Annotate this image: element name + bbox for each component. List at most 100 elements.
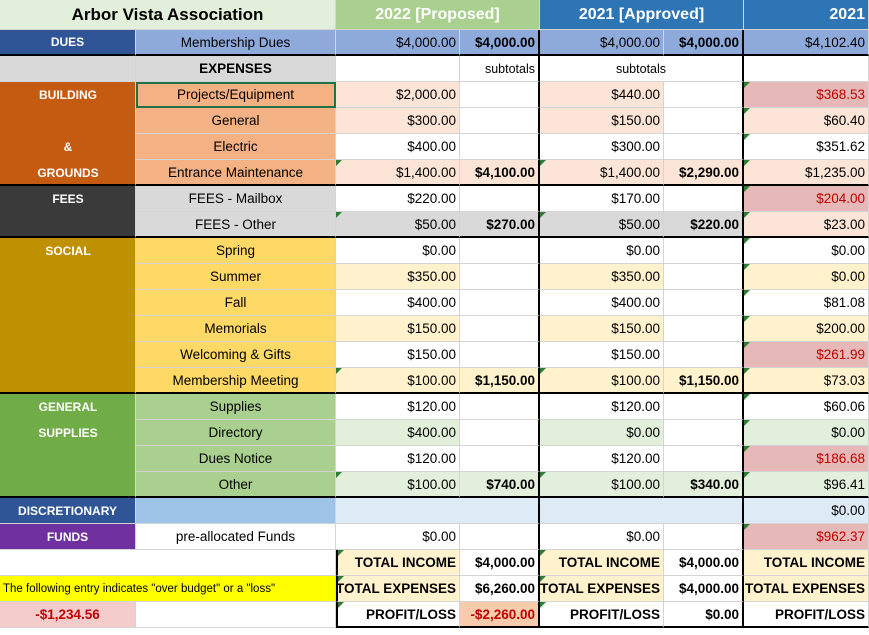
row-value-2021-actual[interactable]: $351.62 xyxy=(744,134,869,160)
total-value-2021[interactable]: $0.00 xyxy=(664,602,744,628)
cell[interactable] xyxy=(0,550,336,576)
row-subtotal-2022[interactable] xyxy=(460,264,540,290)
row-value-2022[interactable]: $300.00 xyxy=(336,108,460,134)
row-subtotal-2022[interactable]: $1,150.00 xyxy=(460,368,540,394)
row-subtotal-2022[interactable] xyxy=(460,238,540,264)
row-value-2021[interactable]: $150.00 xyxy=(540,342,664,368)
row-subtotal-2022[interactable] xyxy=(460,342,540,368)
row-subtotal-2021[interactable] xyxy=(664,446,744,472)
row-item-label[interactable]: Welcoming & Gifts xyxy=(136,342,336,368)
dues-2021-actual[interactable]: $4,102.40 xyxy=(744,30,869,56)
category-funds[interactable]: FUNDS xyxy=(0,524,136,550)
cell[interactable] xyxy=(664,524,744,550)
row-item-label[interactable]: General xyxy=(136,108,336,134)
row-value-2021[interactable]: $0.00 xyxy=(540,238,664,264)
column-header-2021[interactable]: 2021 [Approved] xyxy=(540,0,744,30)
row-value-2022[interactable]: $120.00 xyxy=(336,394,460,420)
row-value-2021-actual[interactable]: $204.00 xyxy=(744,186,869,212)
sheet-title[interactable]: Arbor Vista Association xyxy=(0,0,336,30)
row-subtotal-2021[interactable] xyxy=(664,420,744,446)
row-item-label[interactable]: FEES - Mailbox xyxy=(136,186,336,212)
total-label-2021[interactable]: TOTAL EXPENSES xyxy=(540,576,664,602)
row-value-2021[interactable]: $300.00 xyxy=(540,134,664,160)
row-value-2021[interactable]: $50.00 xyxy=(540,212,664,238)
row-subtotal-2022[interactable]: $4,100.00 xyxy=(460,160,540,186)
row-value-2021-actual[interactable]: $368.53 xyxy=(744,82,869,108)
total-label-2022[interactable]: PROFIT/LOSS xyxy=(336,602,460,628)
dues-subtotal-2022[interactable]: $4,000.00 xyxy=(460,30,540,56)
row-value-2022[interactable]: $220.00 xyxy=(336,186,460,212)
row-subtotal-2021[interactable] xyxy=(664,290,744,316)
loss-example-value[interactable]: -$1,234.56 xyxy=(0,602,136,628)
row-value-2021[interactable]: $400.00 xyxy=(540,290,664,316)
total-value-2021[interactable]: $4,000.00 xyxy=(664,550,744,576)
row-subtotal-2022[interactable]: $270.00 xyxy=(460,212,540,238)
row-subtotal-2022[interactable] xyxy=(460,316,540,342)
row-value-2022[interactable]: $400.00 xyxy=(336,134,460,160)
subtotals-label-2021[interactable]: subtotals xyxy=(540,56,744,82)
row-value-2021[interactable]: $150.00 xyxy=(540,316,664,342)
row-value-2021[interactable]: $170.00 xyxy=(540,186,664,212)
row-subtotal-2022[interactable] xyxy=(460,108,540,134)
row-value-2021-actual[interactable]: $261.99 xyxy=(744,342,869,368)
funds-2021-actual[interactable]: $962.37 xyxy=(744,524,869,550)
row-value-2021-actual[interactable]: $200.00 xyxy=(744,316,869,342)
row-value-2021[interactable]: $100.00 xyxy=(540,368,664,394)
row-item-label[interactable]: Other xyxy=(136,472,336,498)
column-header-2021-actual[interactable]: 2021 xyxy=(744,0,869,30)
category-discretionary[interactable]: DISCRETIONARY xyxy=(0,498,136,524)
cell[interactable] xyxy=(460,524,540,550)
funds-2022[interactable]: $0.00 xyxy=(336,524,460,550)
row-value-2021-actual[interactable]: $81.08 xyxy=(744,290,869,316)
row-value-2021[interactable]: $120.00 xyxy=(540,394,664,420)
cell[interactable] xyxy=(540,498,744,524)
row-value-2021-actual[interactable]: $73.03 xyxy=(744,368,869,394)
expenses-header[interactable]: EXPENSES xyxy=(136,56,336,82)
total-value-2022[interactable]: -$2,260.00 xyxy=(460,602,540,628)
row-item-label[interactable]: Membership Meeting xyxy=(136,368,336,394)
row-subtotal-2022[interactable] xyxy=(460,186,540,212)
row-item-label[interactable]: Summer xyxy=(136,264,336,290)
category-dues[interactable]: DUES xyxy=(0,30,136,56)
cell[interactable] xyxy=(336,498,540,524)
dues-2022[interactable]: $4,000.00 xyxy=(336,30,460,56)
row-subtotal-2022[interactable] xyxy=(460,420,540,446)
row-subtotal-2021[interactable] xyxy=(664,316,744,342)
row-subtotal-2022[interactable] xyxy=(460,82,540,108)
row-value-2022[interactable]: $0.00 xyxy=(336,238,460,264)
row-subtotal-2021[interactable] xyxy=(664,264,744,290)
row-subtotal-2022[interactable] xyxy=(460,290,540,316)
row-subtotal-2022[interactable]: $740.00 xyxy=(460,472,540,498)
row-value-2021-actual[interactable]: $1,235.00 xyxy=(744,160,869,186)
row-value-2021[interactable]: $1,400.00 xyxy=(540,160,664,186)
row-value-2021[interactable]: $350.00 xyxy=(540,264,664,290)
item-membership-dues[interactable]: Membership Dues xyxy=(136,30,336,56)
funds-2021[interactable]: $0.00 xyxy=(540,524,664,550)
row-item-label[interactable]: Spring xyxy=(136,238,336,264)
row-item-label[interactable]: Fall xyxy=(136,290,336,316)
cell[interactable] xyxy=(0,56,136,82)
row-item-label[interactable]: Electric xyxy=(136,134,336,160)
dues-2021[interactable]: $4,000.00 xyxy=(540,30,664,56)
total-label-2021-actual[interactable]: TOTAL EXPENSES xyxy=(744,576,869,602)
row-value-2021[interactable]: $440.00 xyxy=(540,82,664,108)
item-pre-allocated-funds[interactable]: pre-allocated Funds xyxy=(136,524,336,550)
row-subtotal-2021[interactable] xyxy=(664,342,744,368)
row-value-2022[interactable]: $2,000.00 xyxy=(336,82,460,108)
total-label-2022[interactable]: TOTAL INCOME xyxy=(336,550,460,576)
row-item-label[interactable]: Dues Notice xyxy=(136,446,336,472)
total-label-2021[interactable]: PROFIT/LOSS xyxy=(540,602,664,628)
row-item-label[interactable]: Projects/Equipment xyxy=(136,82,336,108)
cell[interactable] xyxy=(336,56,460,82)
cell[interactable] xyxy=(136,602,336,628)
row-value-2022[interactable]: $1,400.00 xyxy=(336,160,460,186)
row-subtotal-2022[interactable] xyxy=(460,134,540,160)
row-value-2021-actual[interactable]: $96.41 xyxy=(744,472,869,498)
row-value-2022[interactable]: $400.00 xyxy=(336,290,460,316)
row-value-2021-actual[interactable]: $60.40 xyxy=(744,108,869,134)
row-value-2021-actual[interactable]: $0.00 xyxy=(744,264,869,290)
row-item-label[interactable]: Entrance Maintenance xyxy=(136,160,336,186)
row-subtotal-2021[interactable]: $1,150.00 xyxy=(664,368,744,394)
column-header-2022[interactable]: 2022 [Proposed] xyxy=(336,0,540,30)
dues-subtotal-2021[interactable]: $4,000.00 xyxy=(664,30,744,56)
